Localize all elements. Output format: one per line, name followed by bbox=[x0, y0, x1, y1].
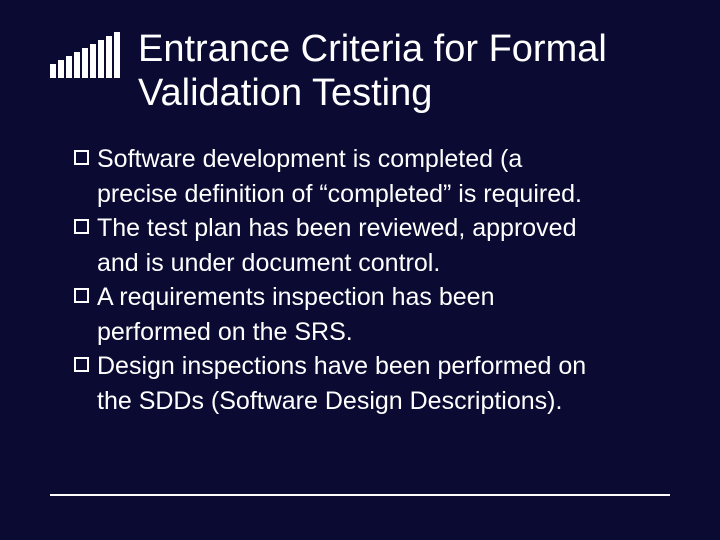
bullet-continuation: the SDDs (Software Design Descriptions). bbox=[74, 385, 660, 418]
slide-title: Entrance Criteria for Formal Validation … bbox=[138, 28, 670, 115]
slide-body: Software development is completed (aprec… bbox=[50, 143, 670, 417]
decorative-bar bbox=[82, 48, 88, 78]
checkbox-icon bbox=[74, 288, 89, 303]
checkbox-icon bbox=[74, 357, 89, 372]
bullet-item: A requirements inspection has been bbox=[74, 281, 660, 314]
decorative-bars bbox=[50, 32, 120, 78]
slide-container: Entrance Criteria for Formal Validation … bbox=[0, 0, 720, 540]
decorative-bar bbox=[106, 36, 112, 78]
decorative-bar bbox=[98, 40, 104, 78]
footer-divider bbox=[50, 494, 670, 496]
checkbox-icon bbox=[74, 150, 89, 165]
bullet-item: Design inspections have been performed o… bbox=[74, 350, 660, 383]
bullet-text: The test plan has been reviewed, approve… bbox=[97, 212, 576, 245]
decorative-bar bbox=[50, 64, 56, 78]
bullet-text: Design inspections have been performed o… bbox=[97, 350, 586, 383]
decorative-bar bbox=[90, 44, 96, 78]
decorative-bar bbox=[66, 56, 72, 78]
bullet-text: Software development is completed (a bbox=[97, 143, 522, 176]
bullet-continuation: performed on the SRS. bbox=[74, 316, 660, 349]
decorative-bar bbox=[74, 52, 80, 78]
bullet-item: Software development is completed (a bbox=[74, 143, 660, 176]
bullet-continuation: precise definition of “completed” is req… bbox=[74, 178, 660, 211]
bullet-continuation: and is under document control. bbox=[74, 247, 660, 280]
slide-header: Entrance Criteria for Formal Validation … bbox=[50, 28, 670, 115]
decorative-bar bbox=[114, 32, 120, 78]
bullet-text: A requirements inspection has been bbox=[97, 281, 494, 314]
checkbox-icon bbox=[74, 219, 89, 234]
bullet-item: The test plan has been reviewed, approve… bbox=[74, 212, 660, 245]
decorative-bar bbox=[58, 60, 64, 78]
